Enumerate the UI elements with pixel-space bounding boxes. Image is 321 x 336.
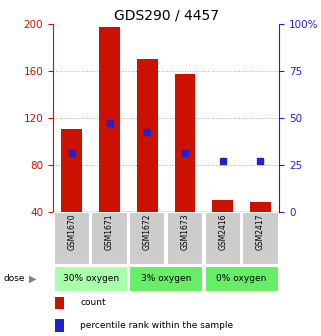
Text: GSM1671: GSM1671 bbox=[105, 214, 114, 250]
Text: GSM2416: GSM2416 bbox=[218, 214, 227, 250]
Bar bbox=[137, 59, 158, 212]
Bar bbox=[204, 266, 279, 292]
Text: GSM1672: GSM1672 bbox=[143, 214, 152, 250]
Bar bbox=[99, 27, 120, 212]
Text: count: count bbox=[80, 298, 106, 307]
Bar bbox=[212, 200, 233, 212]
Text: percentile rank within the sample: percentile rank within the sample bbox=[80, 321, 233, 330]
Text: ▶: ▶ bbox=[29, 274, 36, 284]
Bar bbox=[242, 212, 279, 265]
Text: GSM1673: GSM1673 bbox=[180, 214, 189, 250]
Text: GSM1670: GSM1670 bbox=[67, 214, 76, 250]
Title: GDS290 / 4457: GDS290 / 4457 bbox=[114, 8, 219, 23]
Bar bbox=[91, 212, 128, 265]
Bar bbox=[54, 212, 90, 265]
Bar bbox=[55, 297, 64, 309]
Bar bbox=[61, 129, 82, 212]
Text: GSM2417: GSM2417 bbox=[256, 214, 265, 250]
Bar bbox=[204, 212, 241, 265]
Text: 0% oxygen: 0% oxygen bbox=[216, 275, 267, 283]
Bar bbox=[250, 202, 271, 212]
Text: 30% oxygen: 30% oxygen bbox=[63, 275, 119, 283]
Bar bbox=[175, 74, 195, 212]
Bar bbox=[129, 212, 165, 265]
Text: 3% oxygen: 3% oxygen bbox=[141, 275, 191, 283]
Bar bbox=[129, 266, 203, 292]
Bar bbox=[55, 320, 64, 332]
Text: dose: dose bbox=[3, 275, 25, 283]
Bar bbox=[54, 266, 128, 292]
Bar bbox=[167, 212, 203, 265]
